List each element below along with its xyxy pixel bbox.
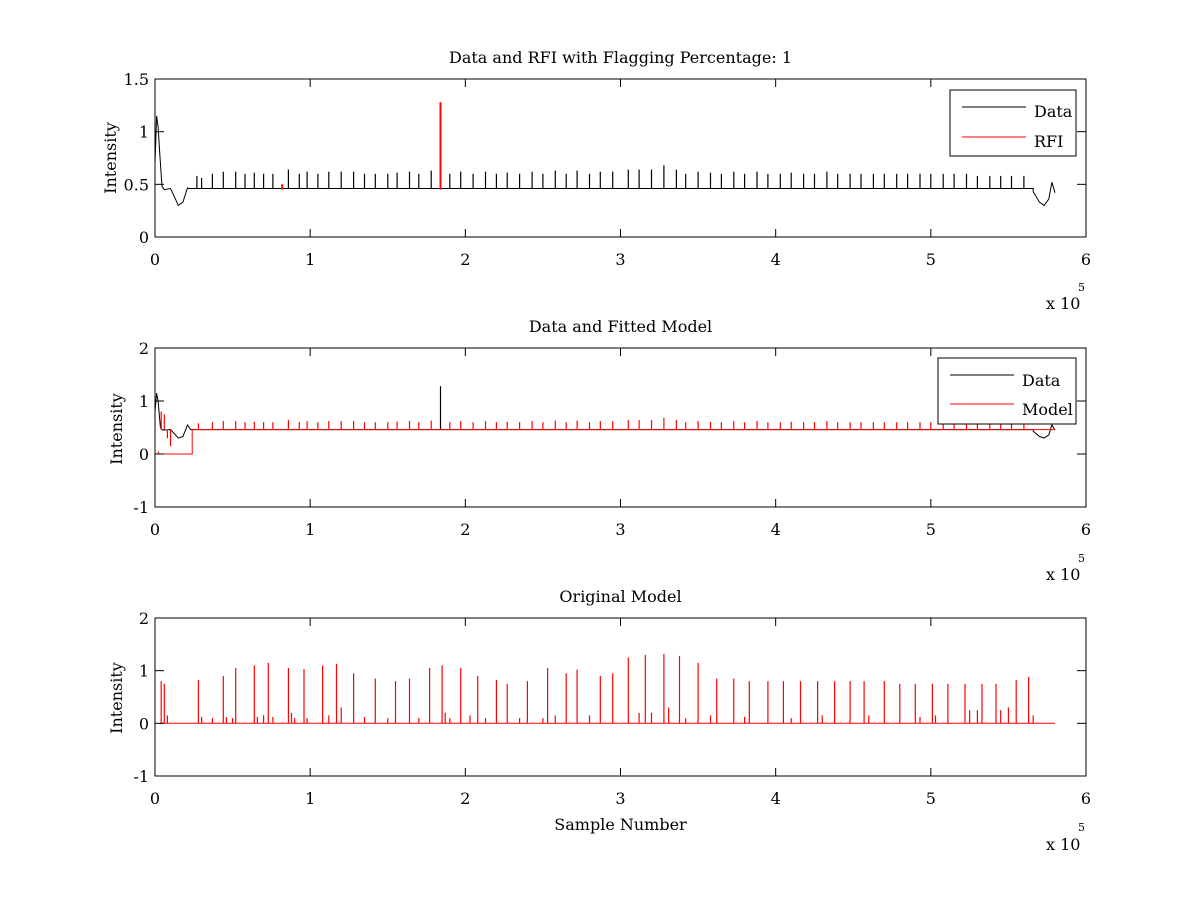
y-tick-label: 2 <box>139 339 149 358</box>
subplot-2-ylabel: Intensity <box>107 393 126 465</box>
x-tick-label: 2 <box>460 789 470 808</box>
x-multiplier-label: x 10 <box>1046 565 1080 584</box>
x-tick-label: 5 <box>926 789 936 808</box>
x-tick-label: 6 <box>1081 250 1091 269</box>
y-tick-label: 0.5 <box>124 175 149 194</box>
y-tick-label: 1 <box>139 662 149 681</box>
x-multiplier-label: x 10 <box>1046 294 1080 313</box>
x-tick-label: 3 <box>615 520 625 539</box>
series-data-baseline <box>154 115 1056 207</box>
series-data <box>154 386 1056 439</box>
x-tick-label: 2 <box>460 520 470 539</box>
subplot-3-multiplier: x 10 5 <box>1046 821 1085 854</box>
subplot-2-multiplier: x 10 5 <box>1046 552 1085 584</box>
x-tick-label: 4 <box>771 250 781 269</box>
x-tick-label: 5 <box>926 520 936 539</box>
series-model-baseline <box>157 429 1055 455</box>
legend-box <box>949 89 1077 157</box>
x-tick-label: 0 <box>150 789 160 808</box>
series-data <box>154 115 1056 207</box>
x-tick-label: 3 <box>615 789 625 808</box>
y-tick-label: 1.5 <box>124 70 149 89</box>
subplot-1-xticks: 0 1 2 3 4 5 6 <box>150 79 1091 269</box>
series-data-baseline <box>154 393 1056 439</box>
x-tick-label: 0 <box>150 520 160 539</box>
x-tick-label: 0 <box>150 250 160 269</box>
y-tick-label: -1 <box>133 498 149 517</box>
subplot-3-title: Original Model <box>559 587 681 606</box>
subplot-3-xticks: 0 1 2 3 4 5 6 <box>150 618 1091 808</box>
subplot-1-ylabel: Intensity <box>101 122 120 194</box>
subplot-3-yticks: -1 0 1 2 <box>133 609 1086 786</box>
legend-label-rfi: RFI <box>1034 132 1063 151</box>
x-tick-label: 3 <box>615 250 625 269</box>
subplot-2-xticks: 0 1 2 3 4 5 6 <box>150 348 1091 539</box>
x-multiplier-exponent: 5 <box>1078 552 1085 565</box>
subplot-2-title: Data and Fitted Model <box>529 317 712 336</box>
x-tick-label: 4 <box>771 520 781 539</box>
subplot-1-multiplier: x 10 5 <box>1046 281 1085 313</box>
x-multiplier-label: x 10 <box>1046 835 1080 854</box>
legend-label-data: Data <box>1022 371 1061 390</box>
x-tick-label: 6 <box>1081 789 1091 808</box>
y-tick-label: 1 <box>139 392 149 411</box>
subplot-2-legend: Data Model <box>937 357 1077 425</box>
subplot-1-legend: Data RFI <box>949 89 1077 157</box>
x-tick-label: 6 <box>1081 520 1091 539</box>
subplot-3-ylabel: Intensity <box>107 662 126 734</box>
subplot-1-title: Data and RFI with Flagging Percentage: 1 <box>449 48 792 67</box>
x-tick-label: 4 <box>771 789 781 808</box>
legend-label-model: Model <box>1022 400 1073 419</box>
x-tick-label: 5 <box>926 250 936 269</box>
y-tick-label: -1 <box>133 767 149 786</box>
subplot-1-axes-box <box>154 78 1087 238</box>
y-tick-label: 0 <box>139 228 149 247</box>
subplot-1: Data and RFI with Flagging Percentage: 1… <box>101 48 1091 313</box>
series-model <box>159 653 1055 724</box>
subplot-1-yticks: 0 0.5 1 1.5 <box>124 70 1086 247</box>
subplot-3-series-layer <box>159 653 1055 724</box>
y-tick-label: 0 <box>139 445 149 464</box>
legend-box <box>937 357 1077 425</box>
subplot-1-series-layer <box>154 102 1056 207</box>
series-rfi <box>281 102 442 190</box>
y-tick-label: 2 <box>139 609 149 628</box>
x-multiplier-exponent: 5 <box>1078 281 1085 294</box>
y-tick-label: 0 <box>139 714 149 733</box>
subplot-3-axes-box <box>154 617 1087 777</box>
subplot-3-xlabel: Sample Number <box>554 815 687 834</box>
x-tick-label: 2 <box>460 250 470 269</box>
x-tick-label: 1 <box>305 250 315 269</box>
subplot-2-series-layer <box>154 386 1056 455</box>
series-model <box>157 411 1055 455</box>
subplot-2-yticks: -1 0 1 2 <box>133 339 1086 517</box>
x-tick-label: 1 <box>305 520 315 539</box>
x-tick-label: 1 <box>305 789 315 808</box>
legend-label-data: Data <box>1034 102 1073 121</box>
y-tick-label: 1 <box>139 123 149 142</box>
x-multiplier-exponent: 5 <box>1078 821 1085 834</box>
